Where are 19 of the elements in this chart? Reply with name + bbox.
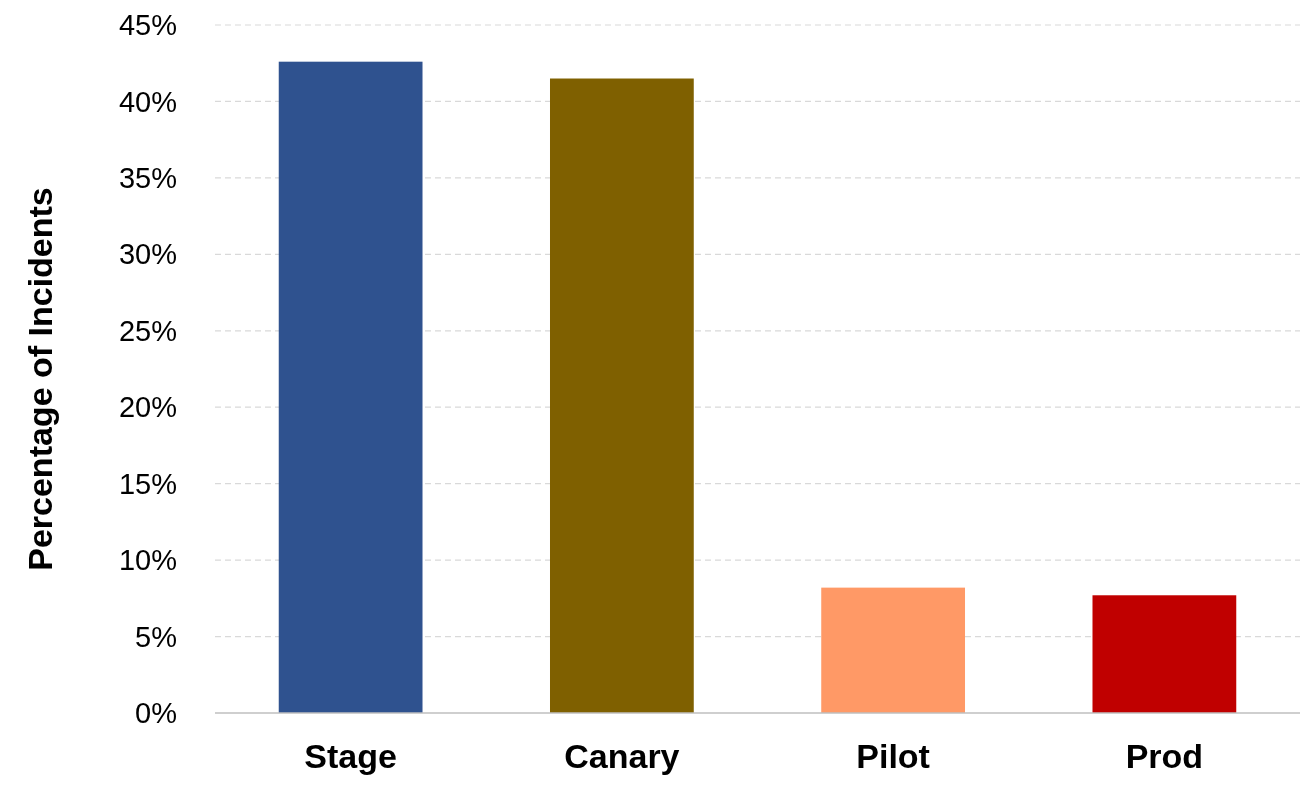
y-tick-label: 5% — [135, 620, 177, 653]
y-tick-label: 10% — [118, 544, 177, 577]
bar — [549, 78, 694, 713]
x-tick-label: Prod — [1125, 737, 1204, 775]
y-tick-label: 20% — [118, 391, 177, 424]
bar — [1092, 595, 1237, 713]
y-tick-label: 45% — [118, 9, 177, 42]
bar — [821, 587, 966, 713]
bar — [278, 61, 423, 713]
y-tick-label: 35% — [118, 162, 177, 195]
y-tick-label: 0% — [135, 697, 177, 730]
x-tick-label: Stage — [304, 737, 397, 775]
y-axis-title: Percentage of Incidents — [21, 187, 59, 571]
y-tick-label: 15% — [118, 467, 177, 500]
x-tick-label: Pilot — [856, 737, 930, 775]
y-tick-label: 30% — [118, 238, 177, 271]
y-tick-label: 25% — [118, 314, 177, 347]
y-tick-label: 40% — [118, 85, 177, 118]
x-tick-label: Canary — [564, 737, 680, 775]
